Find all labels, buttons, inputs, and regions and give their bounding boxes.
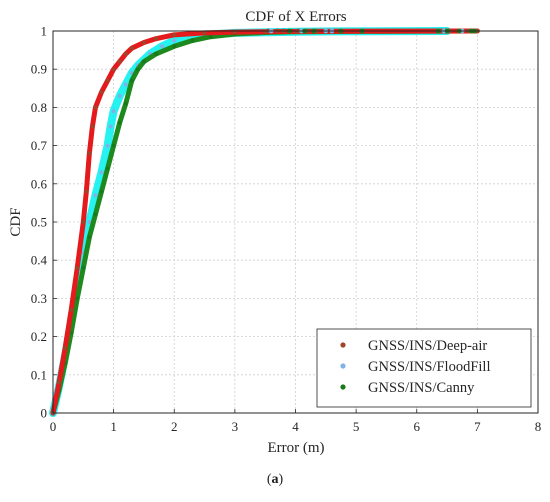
y-tick-label: 0	[41, 406, 48, 421]
data-point-2	[129, 78, 134, 83]
cdf-chart: 0 1 2 3 4 5 6 7 8 0 0.1 0.2 0.3 0.4 0.5 0.6 0.7 0.8 0.9 1 C…	[8, 9, 542, 456]
legend-label-deep-air: GNSS/INS/Deep-air	[368, 338, 487, 354]
y-tick-label: 0.4	[31, 253, 48, 268]
x-tick-label: 3	[232, 419, 239, 434]
y-tick-label: 0.9	[31, 62, 47, 77]
data-point-2	[141, 59, 146, 64]
data-point-1	[117, 93, 122, 98]
data-point-2	[105, 166, 110, 171]
x-tick-label: 0	[50, 419, 57, 434]
data-point-1	[105, 143, 110, 148]
data-point-1	[93, 193, 98, 198]
data-point-2	[123, 101, 128, 106]
data-point-0	[141, 40, 146, 45]
figure-caption: (a)	[266, 472, 284, 487]
data-point-1	[172, 38, 177, 43]
x-tick-label: 2	[171, 419, 178, 434]
data-point-0	[117, 59, 122, 64]
data-point-0	[202, 30, 207, 35]
x-tick-label: 8	[535, 419, 542, 434]
data-point-0	[111, 67, 116, 72]
data-point-0	[105, 78, 110, 83]
data-point-2	[190, 38, 195, 43]
data-point-2	[93, 212, 98, 217]
data-point-2	[172, 44, 177, 49]
data-point-2	[99, 189, 104, 194]
legend-marker-canny	[340, 384, 346, 390]
y-tick-label: 0.6	[31, 176, 48, 191]
data-point-0	[63, 346, 68, 351]
data-point-2	[117, 120, 122, 125]
chart-title: CDF of X Errors	[245, 9, 346, 25]
y-tick-label: 1	[41, 24, 48, 39]
data-point-2	[154, 51, 159, 56]
legend-marker-floodfill	[340, 363, 346, 369]
data-point-0	[87, 151, 92, 156]
x-tick-label: 6	[414, 419, 421, 434]
series-layer	[49, 27, 480, 417]
data-point-0	[81, 220, 86, 224]
y-axis-label: CDF	[8, 207, 24, 236]
x-tick-label: 1	[110, 419, 117, 434]
data-point-0	[123, 51, 128, 56]
tick-labels: 0 1 2 3 4 5 6 7 8 0 0.1 0.2 0.3 0.4 0.5 0.6 0.7 0.8 0.9 1	[31, 24, 542, 435]
y-tick-label: 0.5	[31, 215, 47, 230]
data-point-1	[87, 220, 92, 224]
y-tick-label: 0.1	[31, 367, 47, 382]
data-point-1	[111, 109, 116, 114]
x-tick-label: 5	[353, 419, 360, 434]
legend-marker-deep-air	[340, 342, 346, 348]
data-point-1	[108, 124, 113, 129]
y-tick-label: 0.2	[31, 329, 47, 344]
data-point-1	[99, 170, 104, 175]
data-point-2	[75, 296, 80, 301]
data-point-2	[208, 34, 213, 39]
data-point-2	[135, 67, 140, 72]
data-point-1	[160, 44, 165, 49]
legend-label-canny: GNSS/INS/Canny	[368, 380, 475, 396]
legend: GNSS/INS/Deep-air GNSS/INS/FloodFill GNS…	[316, 328, 532, 408]
data-point-0	[93, 105, 98, 110]
legend-box	[316, 328, 532, 408]
data-point-0	[99, 90, 104, 95]
legend-label-floodfill: GNSS/INS/FloodFill	[368, 359, 491, 375]
data-point-2	[81, 265, 86, 270]
x-tick-label: 4	[292, 419, 299, 434]
data-point-2	[87, 235, 92, 240]
data-point-0	[90, 124, 95, 129]
data-point-1	[123, 82, 128, 87]
x-axis-label: Error (m)	[267, 440, 324, 456]
y-tick-label: 0.7	[31, 138, 48, 153]
data-point-0	[129, 46, 134, 51]
x-tick-label: 7	[474, 419, 481, 434]
y-tick-label: 0.8	[31, 100, 47, 115]
data-point-0	[57, 380, 62, 385]
data-point-0	[69, 307, 74, 312]
data-point-0	[75, 265, 80, 270]
data-point-0	[154, 36, 159, 41]
y-tick-label: 0.3	[31, 291, 47, 306]
data-point-2	[111, 143, 116, 148]
data-point-0	[84, 189, 89, 194]
data-point-0	[172, 32, 177, 37]
caption-letter: a	[271, 472, 279, 487]
